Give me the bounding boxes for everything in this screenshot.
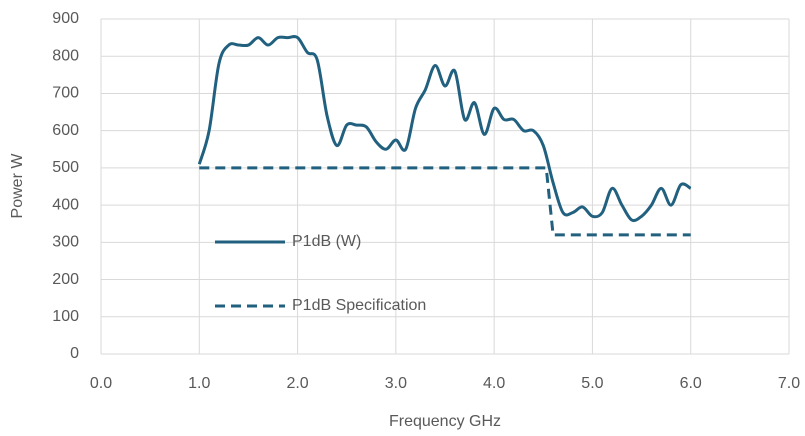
x-tick-label: 4.0 — [483, 375, 505, 392]
y-tick-label: 300 — [52, 234, 79, 251]
x-tick-label: 2.0 — [286, 375, 308, 392]
x-tick-label: 5.0 — [581, 375, 603, 392]
y-tick-label: 600 — [52, 122, 79, 139]
x-axis-title: Frequency GHz — [389, 413, 501, 430]
series-line — [197, 35, 692, 223]
x-tick-label: 6.0 — [680, 375, 702, 392]
y-tick-label: 400 — [52, 196, 79, 213]
legend-label: P1dB (W) — [292, 233, 361, 250]
x-tick-label: 1.0 — [188, 375, 210, 392]
y-tick-label: 0 — [70, 345, 79, 362]
y-tick-label: 800 — [52, 47, 79, 64]
x-tick-label: 0.0 — [90, 375, 112, 392]
y-tick-label: 100 — [52, 308, 79, 325]
y-tick-label: 900 — [52, 10, 79, 27]
legend-label: P1dB Specification — [292, 297, 426, 314]
y-tick-label: 700 — [52, 85, 79, 102]
x-tick-label: 3.0 — [385, 375, 407, 392]
y-tick-label: 200 — [52, 271, 79, 288]
series-line — [199, 166, 691, 237]
y-axis-title: Power W — [9, 153, 26, 219]
y-tick-label: 500 — [52, 159, 79, 176]
x-tick-label: 7.0 — [778, 375, 800, 392]
